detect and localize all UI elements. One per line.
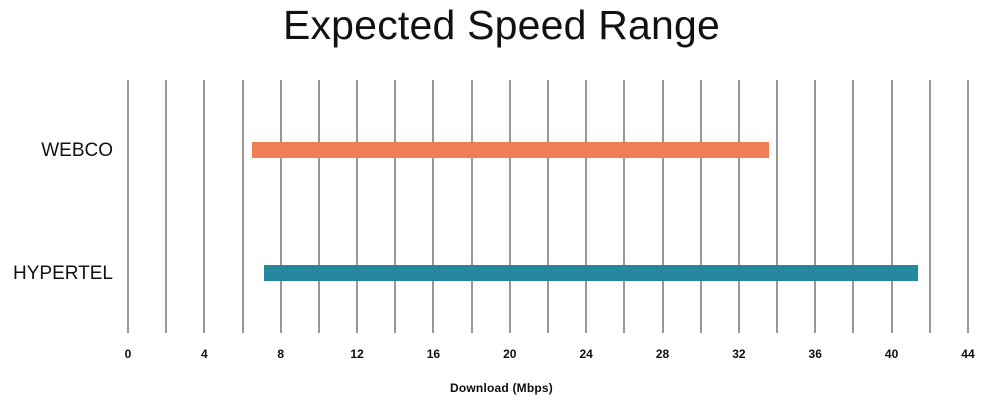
gridline: [203, 80, 206, 333]
gridline: [623, 80, 626, 333]
chart-title: Expected Speed Range: [282, 2, 721, 48]
range-bar-hypertel: [263, 265, 919, 281]
gridline: [585, 80, 588, 333]
x-tick-label: 20: [503, 347, 517, 361]
x-tick-label: 24: [579, 347, 593, 361]
x-tick-label: 0: [124, 347, 132, 361]
gridline: [394, 80, 397, 333]
gridline: [356, 80, 359, 333]
gridline: [546, 80, 549, 333]
category-label-hypertel: HYPERTEL: [13, 263, 113, 284]
x-tick-label: 8: [277, 347, 285, 361]
gridline: [699, 80, 702, 333]
gridline: [432, 80, 435, 333]
gridline: [127, 80, 129, 333]
gridline: [279, 80, 282, 333]
x-tick-label: 28: [655, 347, 670, 361]
x-tick-label: 4: [201, 347, 208, 361]
gridline: [776, 80, 779, 333]
gridline: [508, 80, 511, 333]
x-tick-label: 40: [884, 347, 899, 361]
range-bar-webco: [252, 142, 770, 158]
x-tick-label: 16: [426, 347, 441, 361]
gridline: [165, 80, 168, 333]
gridline: [890, 80, 893, 333]
gridline: [661, 80, 664, 333]
gridline: [470, 80, 473, 333]
x-tick-label: 12: [350, 347, 364, 361]
gridline: [852, 80, 855, 333]
gridline: [814, 80, 817, 333]
x-tick-label: 32: [732, 347, 746, 361]
x-axis-title: Download (Mbps): [450, 381, 553, 395]
category-label-webco: WEBCO: [41, 140, 113, 161]
gridline: [966, 80, 969, 333]
gridline: [737, 80, 740, 333]
plot-area: [127, 80, 969, 333]
x-tick-label: 36: [808, 347, 822, 361]
gridline: [241, 80, 244, 333]
x-tick-label: 44: [961, 347, 975, 361]
gridline: [928, 80, 931, 333]
gridline: [317, 80, 320, 333]
